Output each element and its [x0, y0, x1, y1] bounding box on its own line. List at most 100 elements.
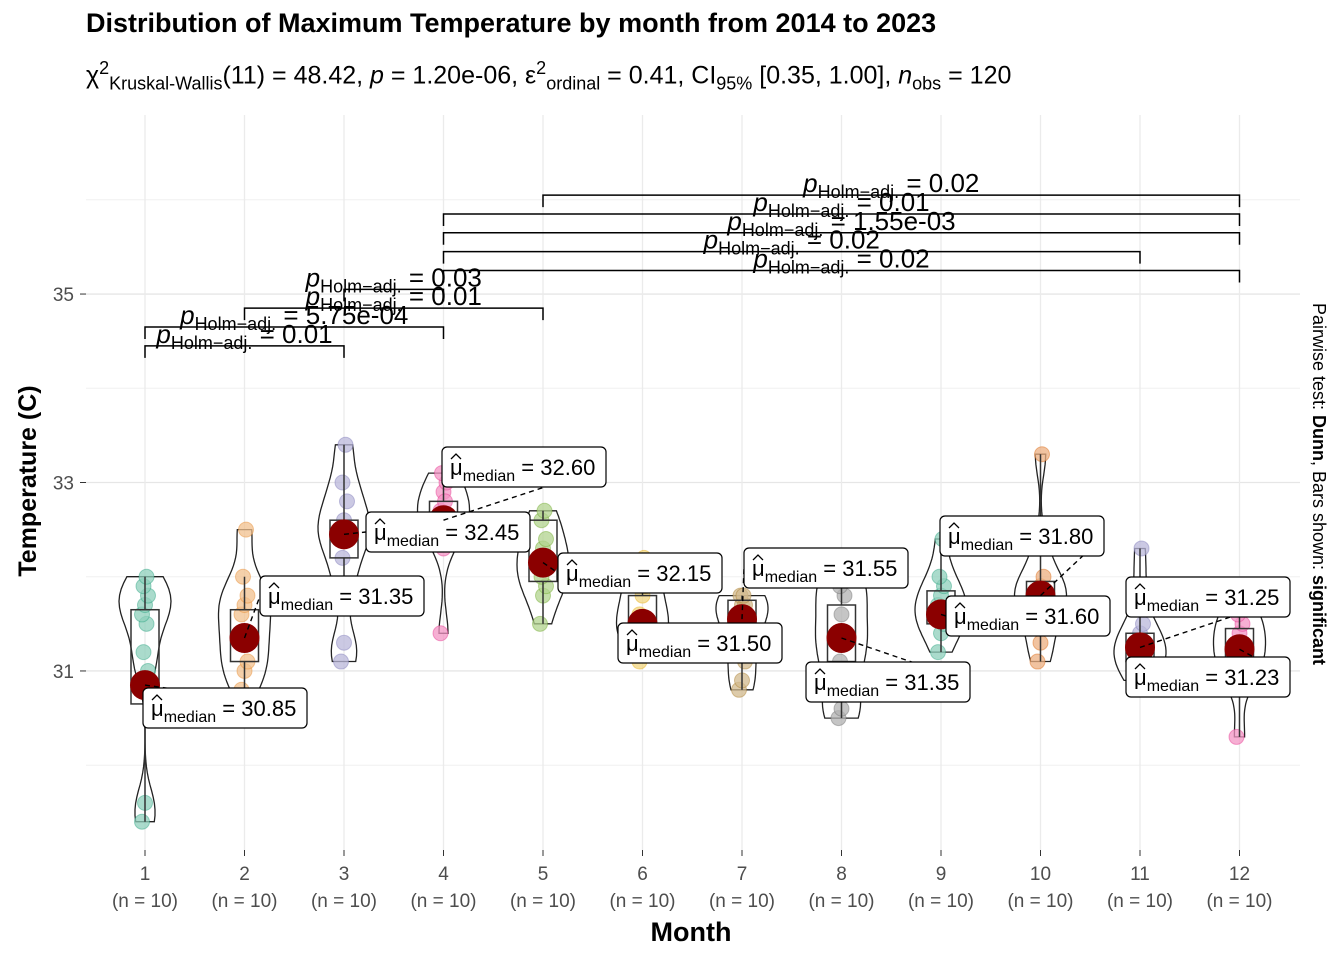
median-sub: median	[463, 468, 515, 485]
median-label-box	[617, 622, 783, 664]
data-point	[1029, 653, 1046, 670]
comparison-p: p	[726, 206, 741, 236]
median-label-text: μmedian = 31.35	[814, 670, 959, 700]
data-point	[432, 625, 449, 642]
x-tick-n-label: (n = 10)	[1107, 891, 1173, 912]
comparison-label: pHolm−adj. = 0.01	[305, 281, 482, 315]
data-point	[336, 634, 352, 651]
median-hat	[566, 559, 578, 566]
x-tick-n-label: (n = 10)	[709, 891, 775, 912]
right-caption-prefix: Pairwise test:	[1309, 303, 1329, 415]
median-sub: median	[967, 617, 1019, 634]
median-sub: median	[387, 533, 439, 550]
x-tick-label: 2	[239, 864, 250, 885]
median-value: = 30.85	[216, 696, 296, 721]
median-value: = 31.23	[1199, 665, 1279, 690]
right-caption-mid: , Bars shown:	[1309, 461, 1329, 575]
median-hat	[948, 522, 960, 529]
median-label-text: μmedian = 31.23	[1134, 665, 1279, 695]
median-label-text: μmedian = 31.25	[1134, 585, 1279, 615]
eps-symbol: ε	[525, 61, 537, 90]
comparison-value: = 0.02	[800, 225, 880, 255]
data-point	[532, 615, 548, 632]
data-point	[339, 493, 355, 510]
median-value: = 31.35	[879, 670, 959, 695]
x-tick-n-label: (n = 10)	[609, 891, 675, 912]
median-sub: median	[765, 569, 817, 586]
x-tick-n-label: (n = 10)	[410, 891, 476, 912]
median-hat	[374, 518, 386, 525]
median-leader	[343, 531, 367, 536]
x-tick-label: 10	[1030, 864, 1051, 885]
data-point	[930, 644, 946, 661]
comparison-bracket	[144, 326, 445, 340]
median-value: = 31.50	[691, 631, 771, 656]
median-mu: μ	[268, 584, 281, 609]
comparison-sub: Holm−adj.	[768, 257, 850, 277]
x-tick-label: 12	[1229, 864, 1250, 885]
data-point	[333, 653, 349, 670]
median-label-box	[259, 575, 425, 617]
data-point	[1135, 615, 1151, 632]
median-leader	[841, 637, 971, 683]
comparison-value: = 0.01	[849, 187, 929, 217]
median-mu: μ	[1134, 665, 1147, 690]
median-mu: μ	[752, 556, 765, 581]
median-label-text: μmedian = 32.45	[374, 520, 519, 550]
x-tick-n-label: (n = 10)	[908, 891, 974, 912]
comparison-sub: Holm−adj.	[718, 239, 800, 259]
comparison-sub: Holm−adj.	[171, 333, 253, 353]
comparison-bracket	[442, 269, 1241, 283]
comparison-value: = 0.01	[252, 319, 332, 349]
median-label-box	[142, 687, 308, 729]
median-value: = 32.45	[439, 520, 519, 545]
axes: 31 33 35 1 (n = 10) 2 (n = 10) 3 (n = 10) 4 (n = 1…	[53, 285, 1273, 912]
median-mu: μ	[954, 604, 967, 629]
y-tick-label: 31	[53, 662, 74, 683]
comparison-bracket	[442, 213, 1241, 226]
median-label-text: μmedian = 31.60	[954, 604, 1099, 634]
comparison-bracket	[243, 307, 544, 321]
median-label-text: μmedian = 30.85	[151, 696, 296, 726]
median-label-box	[365, 511, 531, 553]
comparison-label: pHolm−adj. = 0.03	[305, 262, 482, 296]
eps-sup: 2	[536, 58, 547, 78]
x-tick-n-label: (n = 10)	[1206, 891, 1272, 912]
data-point	[337, 436, 354, 453]
comparison-p: p	[155, 319, 170, 349]
data-point	[1034, 446, 1050, 463]
x-tick-n-label: (n = 10)	[1007, 891, 1073, 912]
violin-shape	[416, 472, 471, 634]
median-label-text: μmedian = 31.55	[752, 556, 897, 586]
median-label-box	[1125, 656, 1291, 698]
data-point	[334, 474, 351, 491]
x-axis-title: Month	[651, 917, 732, 947]
data-point	[138, 568, 155, 585]
median-label-box	[557, 552, 723, 594]
median-value: = 31.80	[1013, 524, 1093, 549]
x-tick-label: 9	[936, 864, 947, 885]
x-tick-label: 3	[339, 864, 350, 885]
right-caption: Pairwise test: Dunn, Bars shown: signifi…	[1309, 303, 1329, 665]
median-sub: median	[1147, 598, 1199, 615]
data-point	[235, 568, 251, 585]
comparison-p: p	[752, 187, 767, 217]
median-value: = 32.15	[631, 561, 711, 586]
median-hat	[1134, 583, 1146, 590]
right-caption-test: Dunn	[1309, 415, 1329, 461]
median-hat	[626, 629, 638, 636]
data-point	[239, 587, 256, 604]
ci-sub: 95%	[716, 73, 753, 94]
comparison-label: pHolm−adj. = 0.02	[703, 225, 880, 259]
data-point	[1133, 540, 1150, 557]
x-tick-n-label: (n = 10)	[311, 891, 377, 912]
p-text: = 1.20e-06,	[383, 61, 526, 90]
n-text: = 120	[941, 61, 1012, 90]
data-point	[538, 531, 554, 548]
right-caption-bars: significant	[1309, 575, 1329, 665]
chi-sup: 2	[99, 58, 110, 78]
x-tick-label: 4	[438, 864, 449, 885]
comparison-bracket	[343, 288, 445, 302]
